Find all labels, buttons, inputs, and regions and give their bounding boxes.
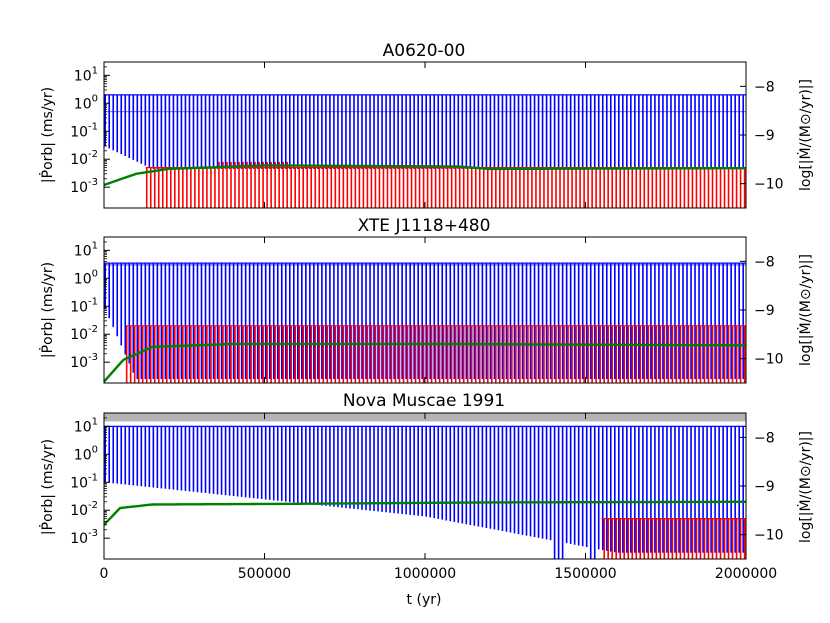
y-axis-label-right: log[|Ṁ/(M⊙/yr)|] [796, 431, 814, 543]
series-green [104, 342, 746, 383]
panel-title: XTE J1118+480 [358, 216, 491, 236]
y-tick-exponent: 0 [92, 268, 98, 279]
y2-tick-label: −10 [754, 177, 784, 193]
y2-tick-label: −9 [754, 303, 775, 319]
y-tick-exponent: -3 [88, 352, 98, 363]
y-tick-exponent: 1 [92, 416, 98, 427]
series-green [104, 500, 746, 526]
series-red [125, 325, 746, 383]
panel-title: A0620-00 [383, 41, 466, 61]
y2-tick-label: −9 [754, 128, 775, 144]
y-tick-exponent: -1 [88, 296, 98, 307]
y-tick-label: 101 [74, 65, 98, 84]
y-axis-label-left: |Ṗorb| (ms/yr) [38, 439, 56, 535]
x-tick-label: 2000000 [715, 566, 777, 582]
y-tick-label: 10-3 [70, 177, 98, 196]
y2-tick-label: −9 [754, 479, 775, 495]
y-tick-exponent: -1 [88, 121, 98, 132]
y-tick-label: 10-2 [70, 324, 98, 343]
axes-frame [103, 412, 747, 560]
y-tick-label: 101 [74, 240, 98, 259]
y-tick-exponent: -3 [88, 177, 98, 188]
y-tick-label: 10-2 [70, 149, 98, 168]
y-tick-exponent: -2 [88, 149, 98, 160]
series-green [104, 164, 746, 187]
x-tick-label: 1000000 [394, 566, 456, 582]
x-tick-label: 1500000 [554, 566, 616, 582]
y-tick-label: 10-1 [70, 472, 98, 491]
y-tick-exponent: 0 [92, 93, 98, 104]
y2-tick-label: −10 [754, 528, 784, 544]
y-tick-exponent: 1 [92, 65, 98, 76]
series-blue [104, 263, 744, 380]
plot-content [104, 413, 746, 559]
series-red [145, 161, 746, 208]
y-tick-exponent: -2 [88, 500, 98, 511]
y-axis-label-right: log[|Ṁ/(M⊙/yr)|] [796, 79, 814, 191]
y-tick-label: 101 [74, 416, 98, 435]
series-red [603, 518, 746, 559]
x-axis-label: t (yr) [407, 592, 442, 608]
series-blue [104, 426, 744, 559]
y-tick-exponent: -3 [88, 528, 98, 539]
y-axis-label-left: |Ṗorb| (ms/yr) [38, 87, 56, 183]
y-tick-label: 10-3 [70, 528, 98, 547]
y-tick-label: 100 [74, 444, 98, 463]
series-blue [104, 94, 744, 169]
y-tick-exponent: 1 [92, 240, 98, 251]
x-tick-label: 500000 [238, 566, 291, 582]
y-axis-label-left: |Ṗorb| (ms/yr) [38, 262, 56, 358]
y2-tick-label: −8 [754, 79, 775, 95]
plot-content [104, 262, 746, 383]
y-tick-label: 10-2 [70, 500, 98, 519]
panel-nova-muscae: Nova Muscae 1991 10-310-210-1100101−10−9… [70, 391, 783, 582]
axes-frame [103, 236, 747, 384]
panel-title: Nova Muscae 1991 [343, 391, 505, 411]
y-tick-exponent: -1 [88, 472, 98, 483]
y-tick-label: 10-3 [70, 352, 98, 371]
y-tick-label: 10-1 [70, 296, 98, 315]
y2-tick-label: −8 [754, 254, 775, 270]
y2-tick-label: −8 [754, 430, 775, 446]
y-axis-label-right: log[|Ṁ/(M⊙/yr)|] [796, 254, 814, 366]
y-tick-exponent: 0 [92, 444, 98, 455]
y-tick-label: 100 [74, 268, 98, 287]
y2-tick-label: −10 [754, 352, 784, 368]
axes-frame [103, 61, 747, 209]
y-tick-label: 100 [74, 93, 98, 112]
x-tick-label: 0 [100, 566, 109, 582]
y-tick-label: 10-1 [70, 121, 98, 140]
plot-content [104, 94, 746, 208]
y-tick-exponent: -2 [88, 324, 98, 335]
